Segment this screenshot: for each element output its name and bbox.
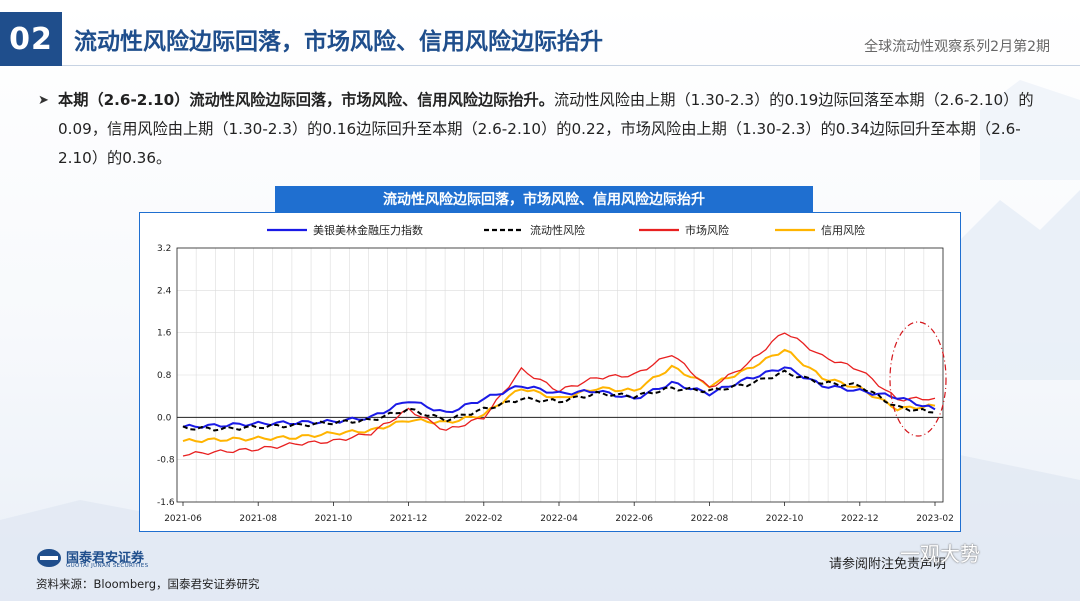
disclaimer-note: 请参阅附注免责声明 — [829, 557, 947, 572]
y-tick-label: -0.8 — [157, 456, 175, 466]
y-tick-label: -1.6 — [157, 498, 175, 508]
chart-title: 流动性风险边际回落，市场风险、信用风险边际抬升 — [275, 186, 813, 212]
series-line-1 — [182, 369, 936, 432]
wechat-watermark: 一观大势 — [900, 542, 980, 566]
legend-label: 信用风险 — [821, 223, 865, 237]
x-tick-label: 2021-10 — [315, 514, 353, 524]
y-tick-label: 0.0 — [157, 413, 172, 423]
x-tick-label: 2022-04 — [540, 514, 578, 524]
line-chart: 3.2 2.4 1.6 0.8 0.0 -0.8 -1.6 2021-06 2021-08 202… — [139, 212, 961, 532]
x-tick-label: 2021-08 — [239, 514, 277, 524]
plot-border — [176, 247, 944, 503]
legend-label: 流动性风险 — [530, 223, 585, 237]
chart-container: 3.2 2.4 1.6 0.8 0.0 -0.8 -1.6 2021-06 2021-08 202… — [139, 212, 961, 532]
series-line-0 — [182, 366, 936, 429]
x-tick-label: 2022-10 — [766, 514, 804, 524]
slide-title: 流动性风险边际回落，市场风险、信用风险边际抬升 — [74, 29, 603, 55]
x-tick-label: 2023-02 — [916, 514, 954, 524]
legend-label: 市场风险 — [685, 223, 729, 237]
series-line-3 — [182, 348, 936, 444]
header-divider — [62, 65, 1080, 66]
summary-bullet: ➤ 本期（2.6-2.10）流动性风险边际回落，市场风险、信用风险边际抬升。流动… — [38, 86, 1048, 173]
chart-frame-border — [139, 212, 961, 532]
x-tick-label: 2021-12 — [390, 514, 428, 524]
y-tick-label: 1.6 — [157, 329, 172, 339]
y-tick-label: 2.4 — [157, 286, 172, 296]
x-tick-label: 2022-02 — [465, 514, 503, 524]
logo-icon — [37, 549, 61, 567]
data-source: 资料来源：Bloomberg，国泰君安证券研究 — [36, 577, 260, 591]
legend-label: 美银美林金融压力指数 — [313, 223, 423, 237]
summary-body: 流动性风险由上期（1.30-2.3）的0.19边际回落至本期（2.6-2.10）… — [58, 91, 1034, 167]
x-tick-label: 2022-08 — [691, 514, 729, 524]
x-tick-label: 2022-06 — [615, 514, 653, 524]
report-series: 全球流动性观察系列2月第2期 — [864, 39, 1050, 55]
logo-name-en: GUOTAI JUNAN SECURITIES — [66, 563, 149, 569]
slide-header: 02 流动性风险边际回落，市场风险、信用风险边际抬升 全球流动性观察系列2月第2… — [0, 12, 1080, 66]
section-number: 02 — [0, 12, 62, 66]
logo-name-cn: 国泰君安证券 — [66, 551, 145, 566]
y-tick-label: 0.8 — [157, 371, 172, 381]
arrow-bullet-icon: ➤ — [38, 93, 49, 108]
summary-bold: 本期（2.6-2.10）流动性风险边际回落，市场风险、信用风险边际抬升。 — [58, 91, 554, 109]
y-tick-label: 3.2 — [157, 244, 171, 254]
x-tick-label: 2022-12 — [841, 514, 879, 524]
x-tick-label: 2021-06 — [164, 514, 202, 524]
company-logo: 国泰君安证券 GUOTAI JUNAN SECURITIES — [36, 547, 226, 571]
highlight-ellipse — [889, 321, 947, 437]
summary-text: 本期（2.6-2.10）流动性风险边际回落，市场风险、信用风险边际抬升。流动性风… — [38, 86, 1048, 173]
